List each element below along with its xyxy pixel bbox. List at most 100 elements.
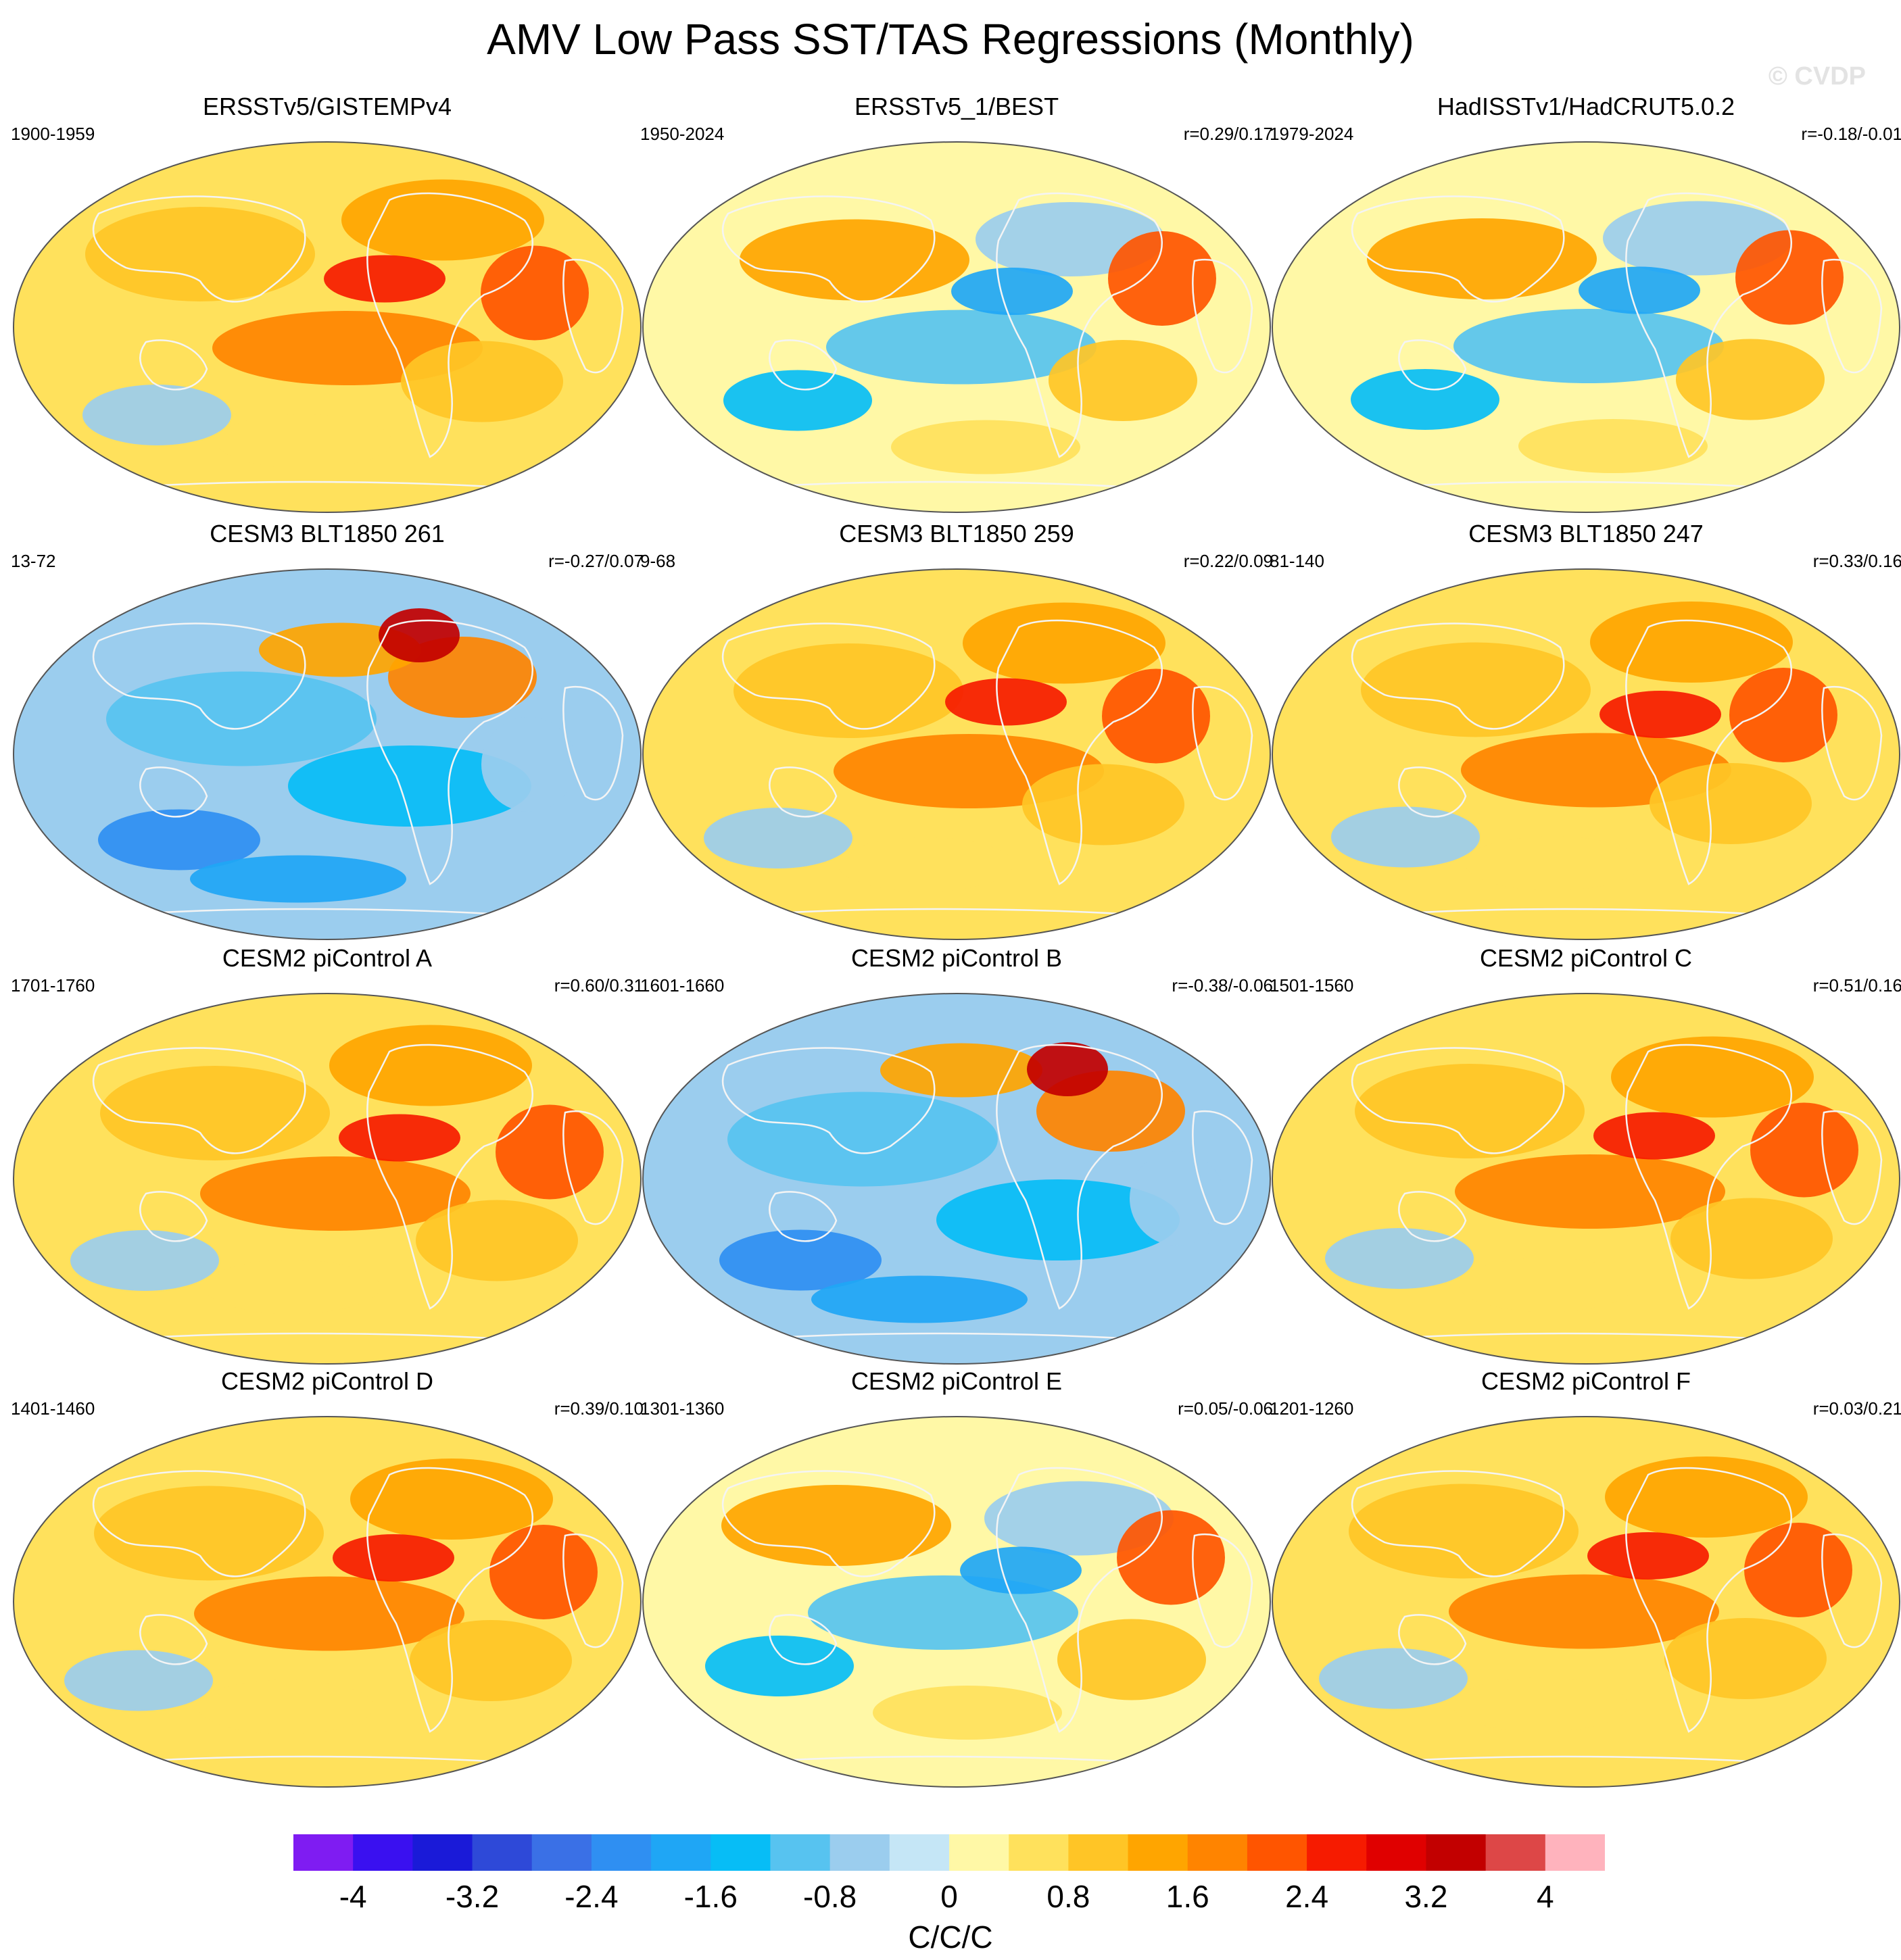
colorbar-swatch: [1009, 1834, 1069, 1871]
colorbar-tick-label: 0: [940, 1879, 958, 1914]
panel-years: 1979-2024: [1270, 124, 1354, 144]
coastline: [562, 258, 624, 374]
panel-correlation: r=0.51/0.16: [1812, 975, 1901, 996]
colorbar-swatch: [1128, 1834, 1188, 1871]
coastline: [1351, 195, 1565, 303]
panel-years: 13-72: [11, 551, 56, 571]
colorbar-tick-label: 2.4: [1285, 1879, 1329, 1914]
colorbar-swatch: [591, 1834, 652, 1871]
map-panel: CESM3 BLT1850 247 81-140 r=0.33/0.16: [1270, 519, 1901, 942]
colorbar-tick-label: -1.6: [683, 1879, 738, 1914]
map-border: [1272, 1416, 1900, 1788]
anomaly-region: [324, 255, 446, 303]
panel-correlation: r=0.05/-0.06: [1178, 1398, 1273, 1419]
anomaly-region: [288, 745, 531, 827]
coastline: [366, 1044, 533, 1310]
anomaly-region: [1465, 836, 1641, 891]
anomaly-region: [826, 310, 1097, 385]
anomaly-region: [945, 678, 1067, 726]
anomaly-region: [1605, 1456, 1808, 1538]
anomaly-region: [1670, 1198, 1833, 1279]
colorbar-tick-label: 0.8: [1046, 1879, 1090, 1914]
panel-correlation: r=0.03/0.21: [1812, 1398, 1901, 1419]
coastline: [1821, 685, 1883, 801]
coastline: [562, 1110, 624, 1225]
map-panel: CESM2 piControl E 1301-1360 r=0.05/-0.06: [640, 1367, 1273, 1790]
map-border: [1272, 993, 1900, 1365]
regression-map: [642, 568, 1271, 940]
panel-correlation: r=-0.38/-0.06: [1172, 975, 1273, 996]
anomaly-region: [1319, 1648, 1468, 1709]
colorbar-swatch: [651, 1834, 711, 1871]
anomaly-region: [190, 855, 406, 903]
colorbar-swatch: [770, 1834, 831, 1871]
coastline: [1398, 1614, 1467, 1665]
map-border: [1272, 141, 1900, 513]
map-panel: HadISSTv1/HadCRUT5.0.2 1979-2024 r=-0.18/-…: [1270, 92, 1901, 515]
coastline: [562, 685, 624, 801]
anomaly-region: [1117, 1510, 1225, 1605]
anomaly-region: [1027, 1042, 1108, 1096]
panel-years: 1501-1560: [1270, 975, 1354, 996]
map-panel: CESM2 piControl A 1701-1760 r=0.60/0.31: [11, 944, 644, 1367]
anomaly-region: [1130, 1151, 1224, 1246]
anomaly-region: [1611, 1036, 1814, 1118]
anomaly-region: [481, 717, 576, 812]
coastline: [996, 1467, 1163, 1733]
anomaly-region: [723, 370, 872, 431]
coastline: [769, 1614, 838, 1665]
map-border: [642, 1416, 1271, 1788]
anomaly-region: [1455, 1154, 1725, 1229]
coastline: [1625, 192, 1792, 458]
coastline: [769, 1191, 838, 1242]
panel-years: 1900-1959: [11, 124, 95, 144]
anomaly-region: [960, 1546, 1082, 1594]
panel-correlation: r=0.29/0.17: [1183, 124, 1273, 144]
anomaly-region: [1351, 369, 1499, 430]
panel-years: 1701-1760: [11, 975, 95, 996]
anomaly-region: [1744, 1523, 1852, 1617]
anomaly-region: [1729, 668, 1837, 762]
regression-map: [642, 993, 1271, 1365]
panel-title: CESM3 BLT1850 259: [839, 520, 1074, 547]
coastline: [996, 192, 1163, 458]
coastline: [1351, 1047, 1565, 1154]
anomaly-region: [740, 219, 969, 301]
anomaly-region: [416, 1200, 578, 1281]
panel-title: CESM2 piControl C: [1479, 944, 1693, 972]
panel-title: CESM2 piControl E: [850, 1367, 1063, 1395]
panel-title: CESM3 BLT1850 261: [210, 520, 445, 547]
anomaly-region: [733, 643, 963, 738]
panel-title: CESM2 piControl D: [220, 1367, 434, 1395]
panel-years: 1601-1660: [640, 975, 725, 996]
panel-title: CESM2 piControl F: [1481, 1367, 1691, 1395]
anomaly-region: [811, 1275, 1028, 1323]
watermark: © CVDP: [1768, 62, 1866, 91]
regression-map: [13, 141, 642, 513]
coastline: [1625, 1467, 1792, 1733]
map-panel: ERSSTv5_1/BEST 1950-2024 r=0.29/0.17: [640, 92, 1273, 515]
colorbar-swatch: [1307, 1834, 1367, 1871]
coastline: [1398, 339, 1467, 391]
anomaly-region: [1735, 230, 1844, 325]
anomaly-region: [1367, 218, 1597, 299]
coastline: [1821, 258, 1883, 374]
coastline: [366, 619, 533, 885]
anomaly-region: [1453, 1677, 1629, 1732]
colorbar-tick-label: 1.6: [1165, 1879, 1209, 1914]
anomaly-region: [1449, 1574, 1719, 1649]
colorbar-tick-label: 4: [1537, 1879, 1554, 1914]
panel-years: 1201-1260: [1270, 1398, 1354, 1419]
regression-map: [642, 1416, 1271, 1788]
coastline: [562, 1533, 624, 1648]
page-title: AMV Low Pass SST/TAS Regressions (Monthl…: [487, 15, 1414, 64]
anomaly-region: [1349, 1484, 1579, 1579]
anomaly-region: [721, 1485, 951, 1566]
anomaly-region: [1057, 1619, 1206, 1700]
anomaly-region: [1459, 1258, 1635, 1312]
anomaly-region: [100, 1066, 330, 1160]
anomaly-region: [401, 341, 563, 422]
anomaly-region: [1518, 419, 1708, 473]
regression-map: [642, 141, 1271, 513]
colorbar-swatch: [711, 1834, 771, 1871]
